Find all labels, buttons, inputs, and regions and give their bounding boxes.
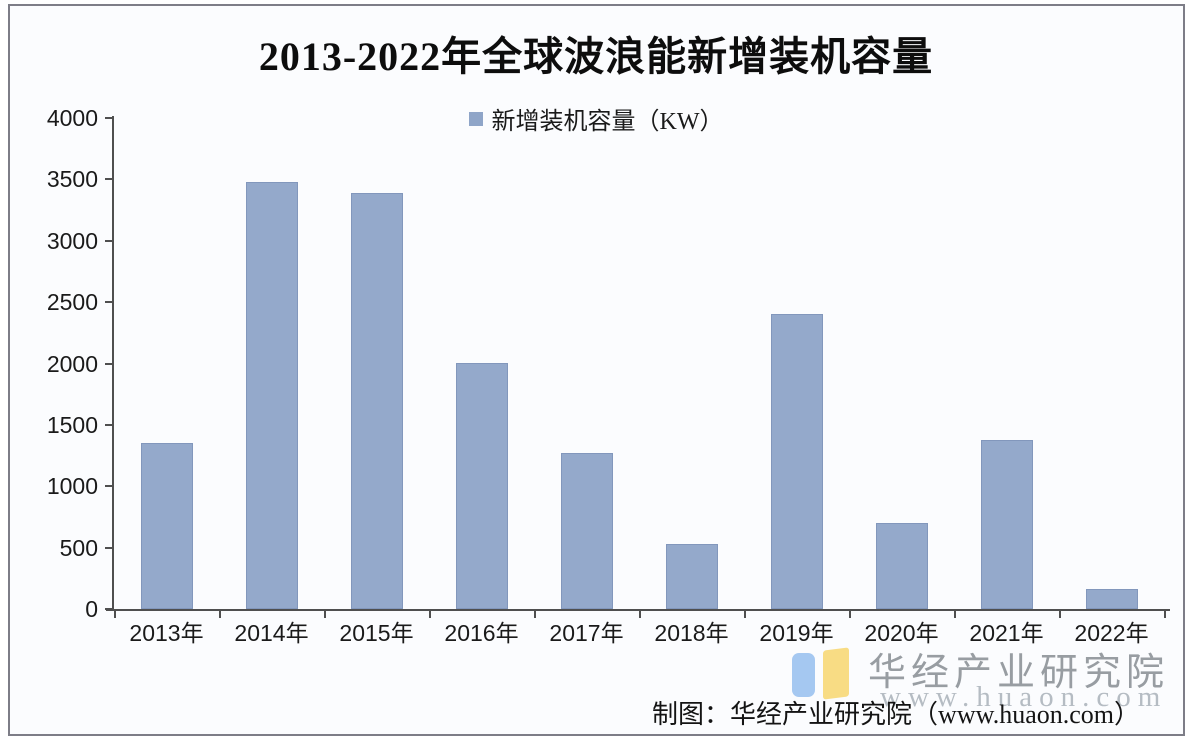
y-tick-label: 3500 [46,166,98,193]
y-tick [105,239,112,242]
y-tick [105,117,112,119]
huaon-logo-blue-bar-icon [792,653,815,697]
x-tick-label: 2022年 [1074,620,1149,646]
legend: 新增装机容量（KW） [0,101,1192,136]
x-tick [219,611,221,618]
bar [980,440,1033,609]
x-tick-label: 2013年 [129,620,204,646]
x-tick-label: 2015年 [339,620,414,646]
y-tick-label: 1000 [46,473,98,500]
y-tick [105,301,112,304]
x-axis-line [106,609,1170,611]
y-tick [105,608,112,610]
bar [560,453,613,609]
chart-title: 2013-2022年全球波浪能新增装机容量 [258,34,934,79]
y-tick-label: 1500 [46,411,98,438]
watermark-company-name: 华经产业研究院 [868,652,1170,694]
bar [140,443,193,609]
x-tick-label: 2021年 [969,620,1044,646]
x-tick [324,611,326,618]
bar [1085,589,1138,609]
x-tick [1164,611,1166,618]
x-tick [429,611,431,618]
x-tick [954,611,956,618]
x-tick-label: 2018年 [654,620,729,646]
legend-swatch-icon [468,111,483,126]
y-tick [105,178,112,181]
y-tick [105,485,112,488]
y-tick-label: 3000 [46,227,98,254]
y-tick-label: 0 [85,596,98,622]
bar [350,193,403,609]
y-tick [105,423,112,426]
y-tick-label: 2500 [46,289,98,316]
y-tick [105,546,112,549]
bar [245,182,298,609]
x-tick-label: 2014年 [234,620,309,646]
bar [665,544,718,609]
chart-panel-frame [8,4,1185,736]
y-tick-label: 500 [59,534,98,561]
source-caption: 制图：华经产业研究院（www.huaon.com） [652,700,1140,729]
x-tick [639,611,641,618]
y-axis-line [112,116,114,611]
y-tick [105,362,112,365]
bar [875,523,928,609]
x-tick-label: 2019年 [759,620,834,646]
x-tick [1059,611,1061,618]
x-tick [534,611,536,618]
x-tick [114,611,116,618]
x-tick-label: 2016年 [444,620,519,646]
x-tick [744,611,746,618]
x-tick-label: 2017年 [549,620,624,646]
bar [455,363,508,609]
bar [770,314,823,609]
legend-label: 新增装机容量（KW） [491,109,724,135]
x-tick-label: 2020年 [864,620,939,646]
x-tick [849,611,851,618]
y-tick-label: 2000 [46,350,98,377]
watermark-url: www.huaon.com [880,681,1168,713]
y-tick-label: 4000 [46,105,98,131]
